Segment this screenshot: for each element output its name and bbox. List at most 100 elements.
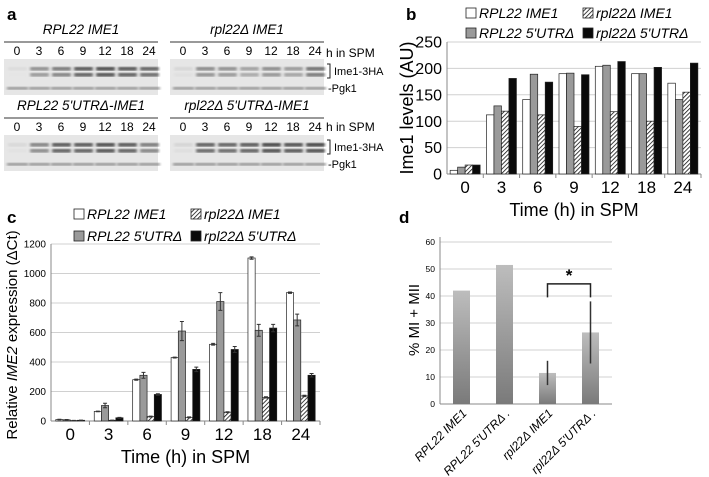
bar-hatched	[300, 395, 309, 422]
pgk1-band	[283, 87, 304, 90]
lane-label: 12	[264, 44, 278, 58]
y-axis-title-prefix: Relative	[4, 381, 21, 439]
blot-membrane	[4, 135, 158, 171]
y-tick-label: 0	[40, 417, 46, 428]
lane-label: 3	[202, 44, 209, 58]
y-tick-label: 20	[426, 345, 436, 355]
error-bar	[141, 371, 146, 379]
ime1-band-upper	[118, 143, 137, 147]
bar-grey	[293, 319, 302, 422]
ime1-band-lower	[284, 149, 303, 153]
lane-label: 0	[14, 120, 21, 134]
ime1-band-upper	[30, 67, 49, 71]
ime1-band-lower	[52, 73, 71, 77]
lane-label: 24	[142, 44, 156, 58]
panel-label-b: b	[406, 5, 416, 24]
x-tick-label: 9	[181, 425, 190, 444]
lane-label: 6	[58, 120, 65, 134]
y-tick-label: 40	[426, 291, 436, 301]
pgk1-band	[261, 87, 282, 90]
lane-label: 0	[180, 120, 187, 134]
y-tick-label: 800	[29, 299, 46, 310]
blot-membrane	[170, 59, 324, 95]
y-tick-label: 50	[424, 140, 442, 157]
ime1-band-lower	[284, 73, 303, 77]
bar-black	[544, 81, 554, 175]
ime1-band-upper	[8, 143, 27, 147]
bar-white	[93, 411, 102, 422]
lane-label: 24	[308, 120, 322, 134]
ime1-band-upper	[52, 67, 71, 71]
x-axis-title: Time (h) in SPM	[121, 447, 250, 467]
time-label-row2: h in SPM	[326, 120, 375, 134]
ime1-band-upper	[240, 67, 259, 71]
x-tick-label: 12	[601, 178, 620, 197]
lane-label: 18	[120, 120, 134, 134]
error-bar	[287, 291, 292, 294]
lane-label: 9	[246, 120, 253, 134]
error-bar	[117, 416, 122, 419]
band-label-pgk1-row2: -Pgk1	[328, 159, 357, 171]
y-tick-label: 100	[415, 114, 442, 131]
ime1-band-upper	[196, 67, 215, 71]
bar-grey	[675, 99, 684, 175]
bar	[496, 264, 513, 404]
bar-white	[209, 343, 218, 422]
ime1-band-upper	[96, 143, 115, 147]
y-tick-label: 60	[426, 237, 436, 247]
lane-label: 9	[80, 120, 87, 134]
ime1-band-upper	[218, 67, 237, 71]
bar-hatched	[223, 411, 232, 422]
ime1-band-lower	[30, 73, 49, 77]
legend-label: rpl22Δ 5'UTRΔ	[204, 228, 297, 244]
ime1-band-lower	[74, 149, 93, 153]
bar-black	[153, 394, 162, 422]
ime1-band-lower	[96, 73, 115, 77]
y-tick-label: 250	[415, 35, 442, 52]
y-axis-title-gene: IME2	[4, 346, 21, 382]
band-label-pgk1-row1: -Pgk1	[328, 83, 357, 95]
legend-swatch-grey	[73, 230, 85, 242]
error-bar	[256, 323, 261, 337]
bar-hatched	[682, 91, 691, 175]
legend-swatch-black	[190, 230, 202, 242]
lane-label: 12	[98, 120, 112, 134]
y-tick-label: 200	[29, 387, 46, 398]
ime1-band-lower	[196, 73, 215, 77]
bar-white	[631, 73, 640, 175]
pgk1-band	[217, 163, 238, 166]
bar-white	[558, 73, 567, 175]
lane-label: 3	[36, 44, 43, 58]
bar-grey	[254, 329, 263, 422]
error-bar	[211, 342, 216, 346]
x-tick-label: 18	[253, 425, 272, 444]
bar-black	[307, 374, 316, 422]
pgk1-band	[7, 163, 28, 166]
bar-black	[508, 78, 517, 175]
bar-black	[653, 66, 662, 175]
pgk1-band	[29, 163, 50, 166]
y-tick-label: 30	[426, 318, 436, 328]
ime1-band-lower	[8, 73, 27, 77]
bar-grey	[529, 73, 539, 175]
error-bar	[179, 320, 184, 342]
lane-label: 6	[224, 44, 231, 58]
bar-white	[667, 82, 676, 175]
pgk1-band	[139, 163, 160, 166]
y-axis-title: Ime1 levels (AU)	[397, 41, 417, 174]
pgk1-band	[117, 163, 138, 166]
ime1-band-upper	[74, 67, 93, 71]
bar-black	[690, 62, 699, 175]
legend-label: RPL22 5'UTRΔ	[87, 228, 182, 244]
bar-grey	[139, 374, 148, 422]
lane-label: 24	[308, 44, 322, 58]
ime1-band-upper	[284, 143, 303, 147]
ime1-band-upper	[240, 143, 259, 147]
ime1-band-upper	[140, 67, 159, 71]
ime1-band-lower	[306, 73, 325, 77]
x-tick-label: 24	[673, 178, 692, 197]
blot-title: RPL22 5'UTRΔ-IME1	[17, 98, 145, 113]
y-tick-label: 1000	[24, 269, 47, 280]
legend-swatch-white	[465, 7, 477, 19]
ime1-band-upper	[306, 143, 325, 147]
